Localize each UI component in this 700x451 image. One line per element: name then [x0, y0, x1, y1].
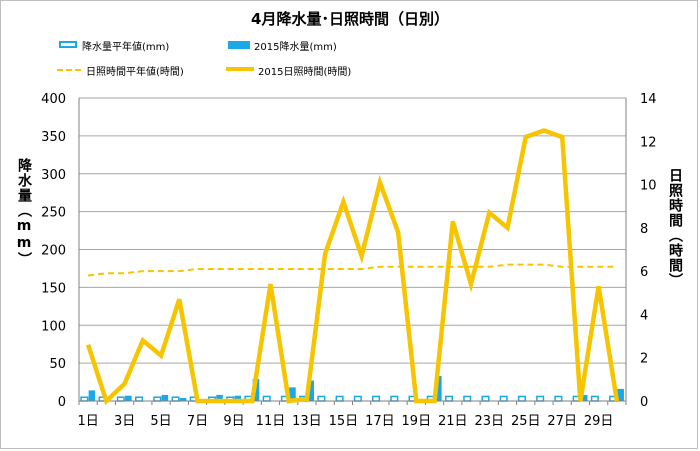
- legend-swatch-precip-normal: [59, 41, 77, 48]
- x-tick-label: 3日: [114, 414, 135, 429]
- bar-precip-2015: [580, 394, 588, 401]
- y-right-tick-label: 12: [640, 135, 657, 150]
- y-right-tick-label: 14: [640, 92, 657, 107]
- x-tick-label: 23日: [474, 414, 504, 429]
- bar-precip-2015: [125, 395, 132, 401]
- bar-precip-normal: [262, 395, 271, 402]
- bar-precip-2015: [161, 394, 169, 401]
- y-left-tick-label: 50: [49, 357, 66, 372]
- bar-precip-normal: [353, 395, 362, 402]
- y-right-tick-label: 6: [640, 265, 648, 280]
- x-tick-label: 25日: [511, 414, 541, 429]
- bar-precip-normal: [554, 395, 563, 402]
- bar-precip-normal: [444, 395, 454, 402]
- bar-precip-2015: [216, 394, 223, 401]
- bar-precip-2015: [179, 397, 187, 401]
- y-right-tick-label: 2: [640, 352, 648, 367]
- legend-swatch-precip-2015: [228, 41, 250, 49]
- x-tick-label: 27日: [547, 414, 577, 429]
- y-left-tick-label: 150: [41, 281, 66, 296]
- bar-precip-2015: [307, 380, 314, 401]
- bar-precip-normal: [116, 396, 125, 402]
- line-sun-normal: [87, 263, 617, 277]
- y-axis-left-label: 降水量（mm）: [16, 158, 32, 267]
- legend-swatch-sun-normal: [57, 69, 81, 71]
- bar-precip-normal: [390, 395, 399, 402]
- y-left-tick-label: 0: [58, 395, 66, 410]
- x-tick-label: 7日: [187, 414, 208, 429]
- bar-precip-normal: [481, 395, 490, 402]
- bar-precip-normal: [135, 396, 144, 402]
- bar-precip-normal: [153, 396, 162, 402]
- bar-precip-2015: [617, 388, 624, 401]
- bar-precip-normal: [590, 395, 599, 402]
- x-tick-label: 1日: [77, 414, 98, 429]
- bar-precip-normal: [335, 395, 344, 402]
- legend-label-sun-2015: 2015日照時間(時間): [258, 67, 352, 78]
- bar-precip-2015: [234, 395, 242, 401]
- y-left-tick-label: 400: [41, 92, 66, 107]
- legend-label-sun-normal: 日照時間平年値(時間): [86, 67, 184, 78]
- bar-precip-normal: [317, 395, 326, 402]
- line-sun-2015: [85, 128, 620, 406]
- y-left-tick-label: 100: [41, 319, 66, 334]
- y-right-tick-label: 8: [640, 222, 648, 237]
- bar-precip-2015: [88, 390, 96, 401]
- x-tick-label: 29日: [584, 414, 614, 429]
- y-left-tick-label: 300: [41, 168, 66, 183]
- x-tick-label: 13日: [292, 414, 322, 429]
- y-left-tick-label: 250: [41, 206, 66, 221]
- y-left-tick-label: 350: [41, 130, 66, 145]
- bar-precip-normal: [171, 396, 180, 402]
- y-left-tick-label: 200: [41, 244, 66, 259]
- bar-precip-2015: [289, 387, 296, 401]
- x-tick-label: 11日: [256, 414, 286, 429]
- y-right-tick-label: 4: [640, 308, 648, 323]
- y-axis-right-label: 日照時間（時間）: [667, 168, 683, 288]
- y-right-tick-label: 10: [640, 179, 657, 194]
- bar-precip-2015: [435, 376, 442, 401]
- x-tick-label: 15日: [329, 414, 359, 429]
- bar-precip-normal: [499, 395, 508, 402]
- legend-label-precip-2015: 2015降水量(mm): [254, 42, 337, 53]
- x-tick-label: 5日: [150, 414, 171, 429]
- x-tick-label: 17日: [365, 414, 395, 429]
- y-right-tick-label: 0: [640, 395, 648, 410]
- chart-title: 4月降水量･日照時間（日別）: [251, 10, 449, 28]
- bar-precip-normal: [80, 396, 89, 402]
- x-tick-label: 19日: [402, 414, 432, 429]
- legend-label-precip-normal: 降水量平年値(mm): [82, 42, 170, 53]
- bar-precip-normal: [536, 395, 545, 402]
- legend-swatch-sun-2015: [226, 67, 254, 71]
- bar-precip-normal: [517, 395, 526, 402]
- bar-precip-normal: [372, 395, 381, 402]
- x-tick-label: 9日: [223, 414, 244, 429]
- x-tick-label: 21日: [438, 414, 468, 429]
- bar-precip-normal: [463, 395, 472, 402]
